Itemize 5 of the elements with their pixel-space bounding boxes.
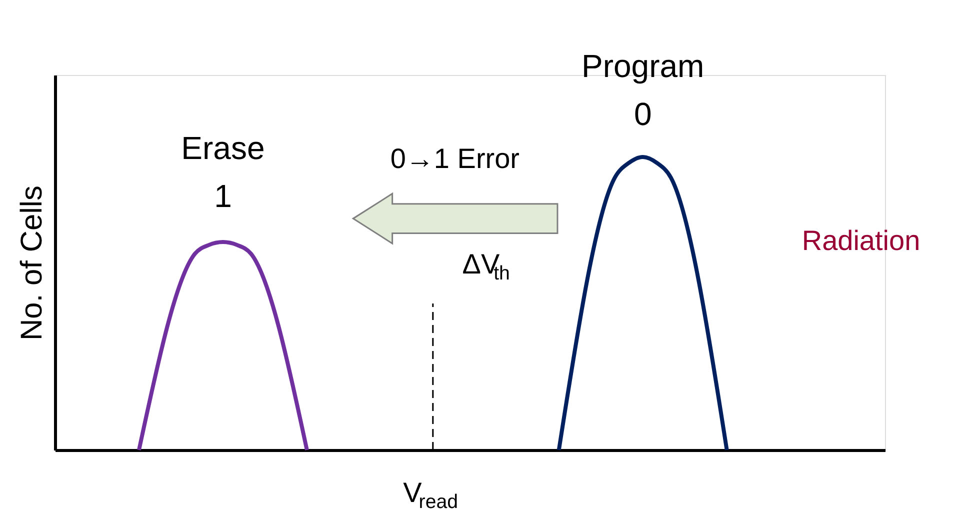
series-label: Program 0 bbox=[582, 48, 704, 132]
annotation: Radiation bbox=[802, 224, 920, 256]
series-label: Erase 1 bbox=[181, 130, 265, 214]
annotation: 0→1 Error bbox=[390, 142, 520, 174]
y-axis-title: No. of Cells bbox=[16, 185, 48, 341]
